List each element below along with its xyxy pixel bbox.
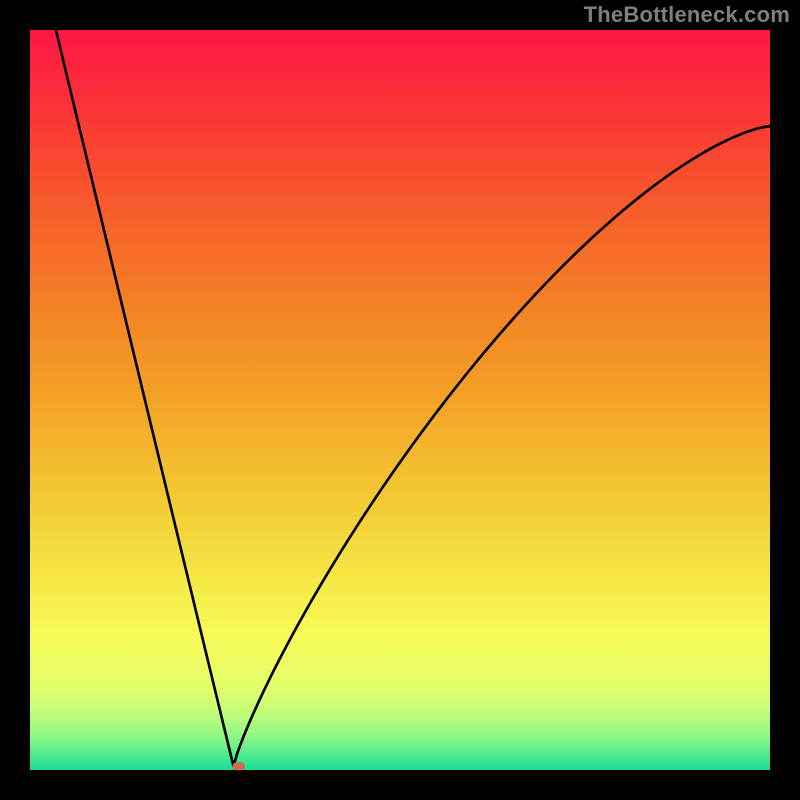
chart-container: TheBottleneck.com: [0, 0, 800, 800]
minimum-marker: [232, 762, 245, 770]
bottleneck-chart: [0, 0, 800, 800]
watermark-text: TheBottleneck.com: [584, 2, 790, 28]
plot-background: [30, 30, 770, 770]
